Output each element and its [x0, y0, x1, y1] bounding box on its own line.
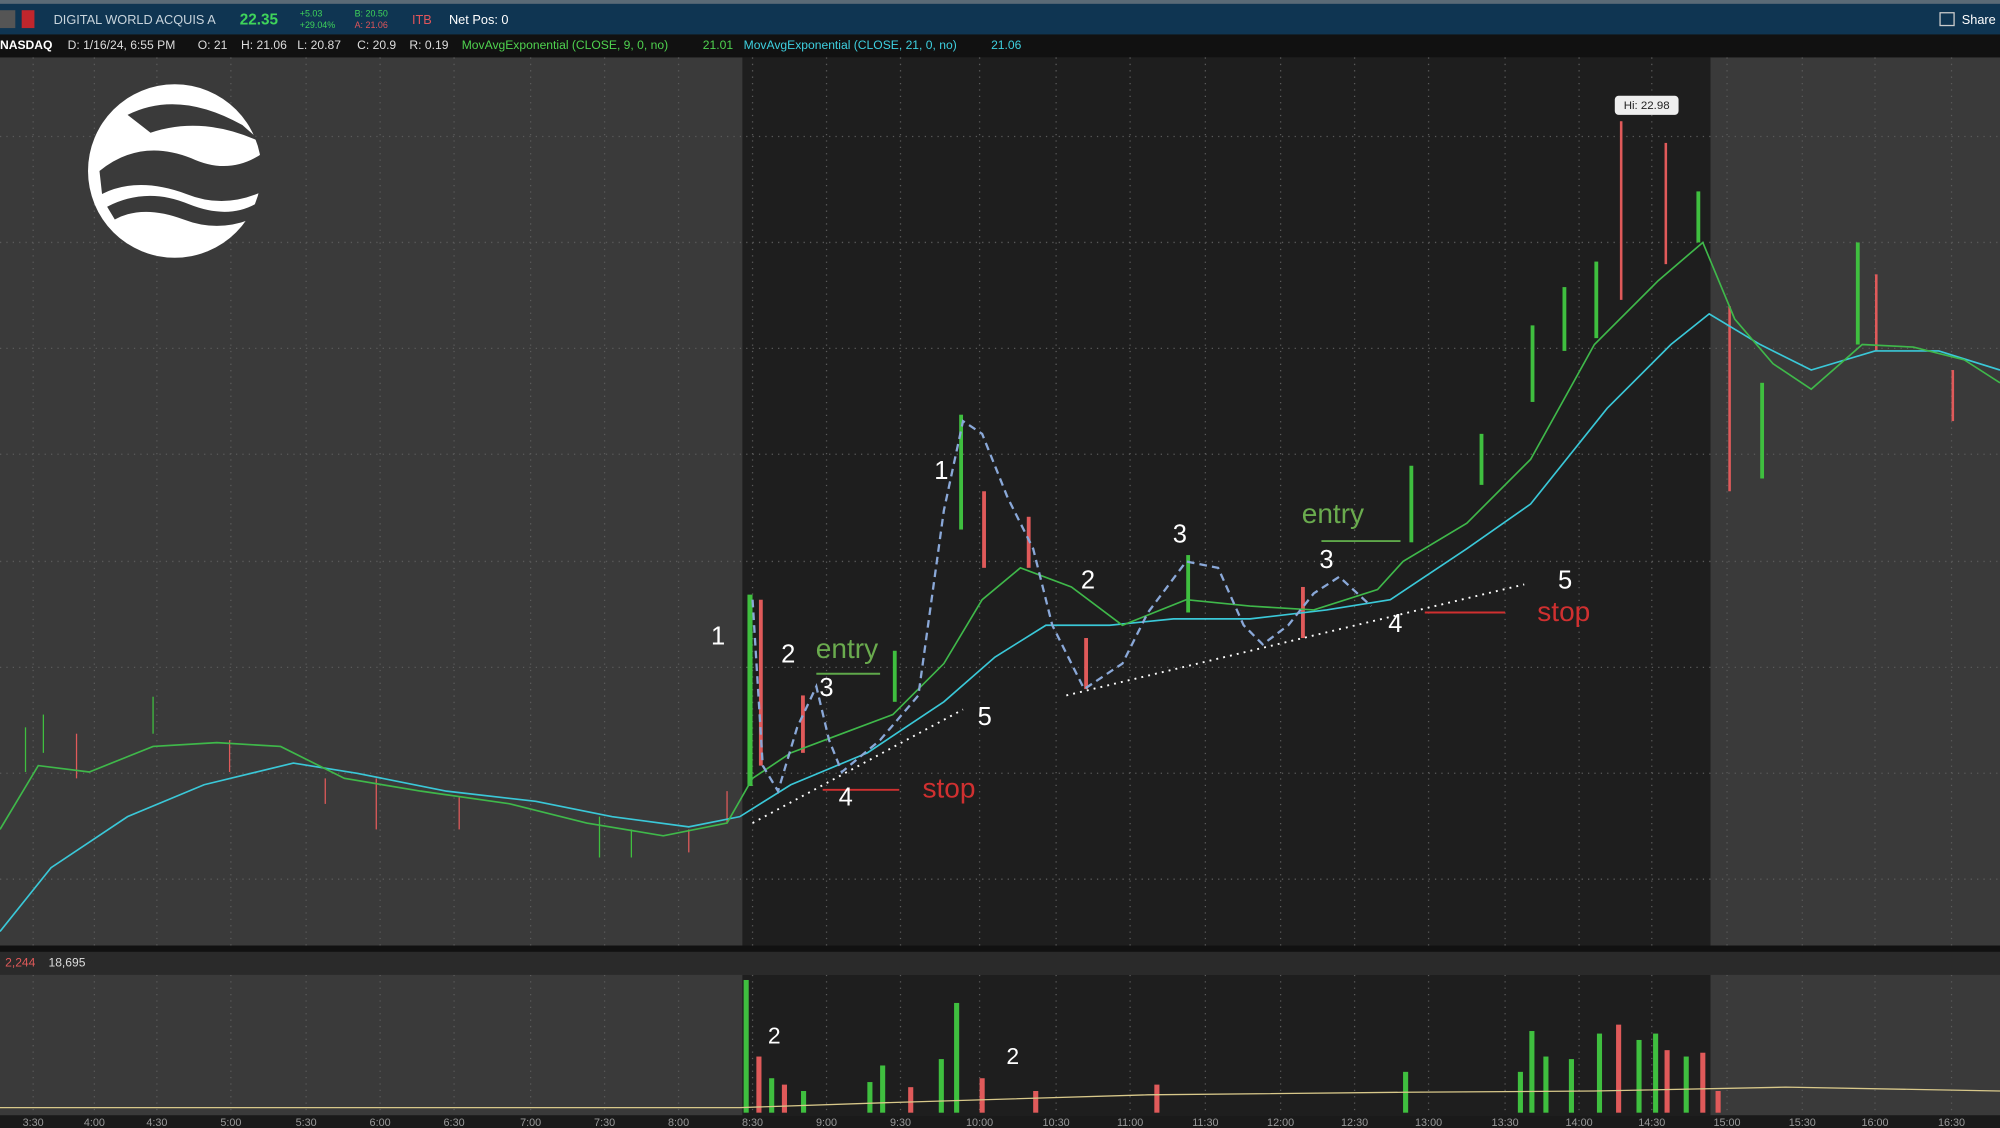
time-label: 13:00: [1415, 1117, 1442, 1128]
regular-session: [742, 57, 1711, 946]
volume-average-line: [0, 1086, 2000, 1109]
date: D: 1/16/24, 6:55 PM: [68, 38, 176, 52]
time-label: 11:00: [1117, 1117, 1143, 1128]
open: O: 21: [198, 38, 228, 52]
time-label: 12:00: [1267, 1117, 1294, 1128]
annotation: 5: [978, 703, 992, 731]
bid: B: 20.50: [355, 8, 388, 18]
study-ema9: MovAvgExponential (CLOSE, 9, 0, no): [462, 38, 668, 52]
high-label: Hi: 22.98: [1624, 100, 1670, 112]
time-label: 7:00: [520, 1117, 541, 1128]
annotation: 3: [819, 674, 833, 702]
study-ema9-value: 21.01: [703, 38, 734, 52]
time-label: 12:30: [1341, 1117, 1368, 1128]
exchange: NASDAQ: [0, 38, 52, 52]
annotation: 4: [839, 784, 853, 812]
tag: ITB: [412, 12, 432, 27]
share-icon[interactable]: [1939, 12, 1955, 27]
toolbar-edge: [0, 0, 2000, 4]
annotation: 2: [781, 641, 795, 669]
divider: [0, 945, 2000, 952]
share-button[interactable]: Share: [1962, 12, 1996, 27]
time-axis-labels: 3:30 4:00 4:30 5:00 5:30 6:00 6:30 7:00 7:30 8:00…: [23, 1117, 1965, 1128]
time-label: 15:30: [1789, 1117, 1816, 1128]
grid: [0, 57, 2000, 1116]
change-pct: +29.04%: [300, 20, 336, 30]
time-label: 4:00: [84, 1117, 105, 1128]
ema21-line: [0, 312, 2000, 933]
time-label: 10:30: [1043, 1117, 1070, 1128]
annotation: 1: [934, 457, 948, 485]
ask: A: 21.06: [355, 20, 388, 30]
time-label: 3:30: [23, 1117, 44, 1128]
ema9-line: [0, 241, 2000, 837]
time-label: 16:00: [1861, 1117, 1888, 1128]
annotations: 1 2 entry 3 4 5 stop 1 2 3 3 entry 4 5 s…: [711, 457, 1590, 812]
annotation: 2: [1081, 567, 1095, 595]
time-label: 13:30: [1492, 1117, 1519, 1128]
alert-icon[interactable]: [21, 10, 35, 29]
time-label: 10:00: [966, 1117, 993, 1128]
volume-value: 2,244: [5, 956, 36, 970]
wave-drawing: [751, 419, 1372, 794]
time-label: 5:00: [220, 1117, 241, 1128]
annotation: 3: [1173, 521, 1187, 549]
menu-button[interactable]: [0, 10, 16, 29]
change: +5.03: [300, 8, 323, 18]
study-ema21-value: 21.06: [991, 38, 1022, 52]
annotation: 3: [1319, 546, 1333, 574]
volume-average: 18,695: [48, 956, 85, 970]
time-label: 6:00: [370, 1117, 391, 1128]
time-label: 14:30: [1638, 1117, 1665, 1128]
study-ema21: MovAvgExponential (CLOSE, 21, 0, no): [744, 38, 957, 52]
net-pos: Net Pos: 0: [449, 12, 509, 27]
annotation: stop: [922, 772, 975, 803]
range: R: 0.19: [409, 38, 448, 52]
logo: [88, 84, 263, 258]
time-label: 9:30: [890, 1117, 911, 1128]
time-label: 8:30: [742, 1117, 763, 1128]
annotation: entry: [1302, 498, 1364, 529]
time-label: 7:30: [594, 1117, 615, 1128]
high-bubble: [1614, 95, 1679, 115]
candles: [24, 121, 1955, 858]
time-label: 16:30: [1938, 1117, 1965, 1128]
time-label: 6:30: [444, 1117, 465, 1128]
annotation: 4: [1388, 610, 1402, 638]
time-label: 4:30: [146, 1117, 167, 1128]
time-label: 15:00: [1713, 1117, 1740, 1128]
last-price: 22.35: [240, 11, 279, 28]
time-label: 11:30: [1192, 1117, 1218, 1128]
time-label: 14:00: [1566, 1117, 1593, 1128]
annotation: 5: [1558, 567, 1572, 595]
time-axis: [0, 1115, 2000, 1128]
high: H: 21.06: [241, 38, 287, 52]
volume-annotation: 2: [1006, 1043, 1019, 1069]
volume-annotation: 2: [768, 1022, 781, 1048]
info-bar: [0, 34, 2000, 58]
annotation: 1: [711, 623, 725, 651]
close: C: 20.9: [357, 38, 396, 52]
volume-bars: [743, 979, 1721, 1113]
low: L: 20.87: [297, 38, 341, 52]
trendline: [1066, 583, 1525, 697]
annotation: entry: [816, 633, 878, 664]
time-label: 5:30: [296, 1117, 317, 1128]
symbol[interactable]: DIGITAL WORLD ACQUIS A: [54, 12, 217, 27]
trendline: [752, 708, 964, 824]
toolbar: [0, 0, 2000, 35]
time-label: 9:00: [816, 1117, 837, 1128]
volume-header: [0, 951, 2000, 975]
time-label: 8:00: [668, 1117, 689, 1128]
annotation: stop: [1537, 596, 1590, 627]
